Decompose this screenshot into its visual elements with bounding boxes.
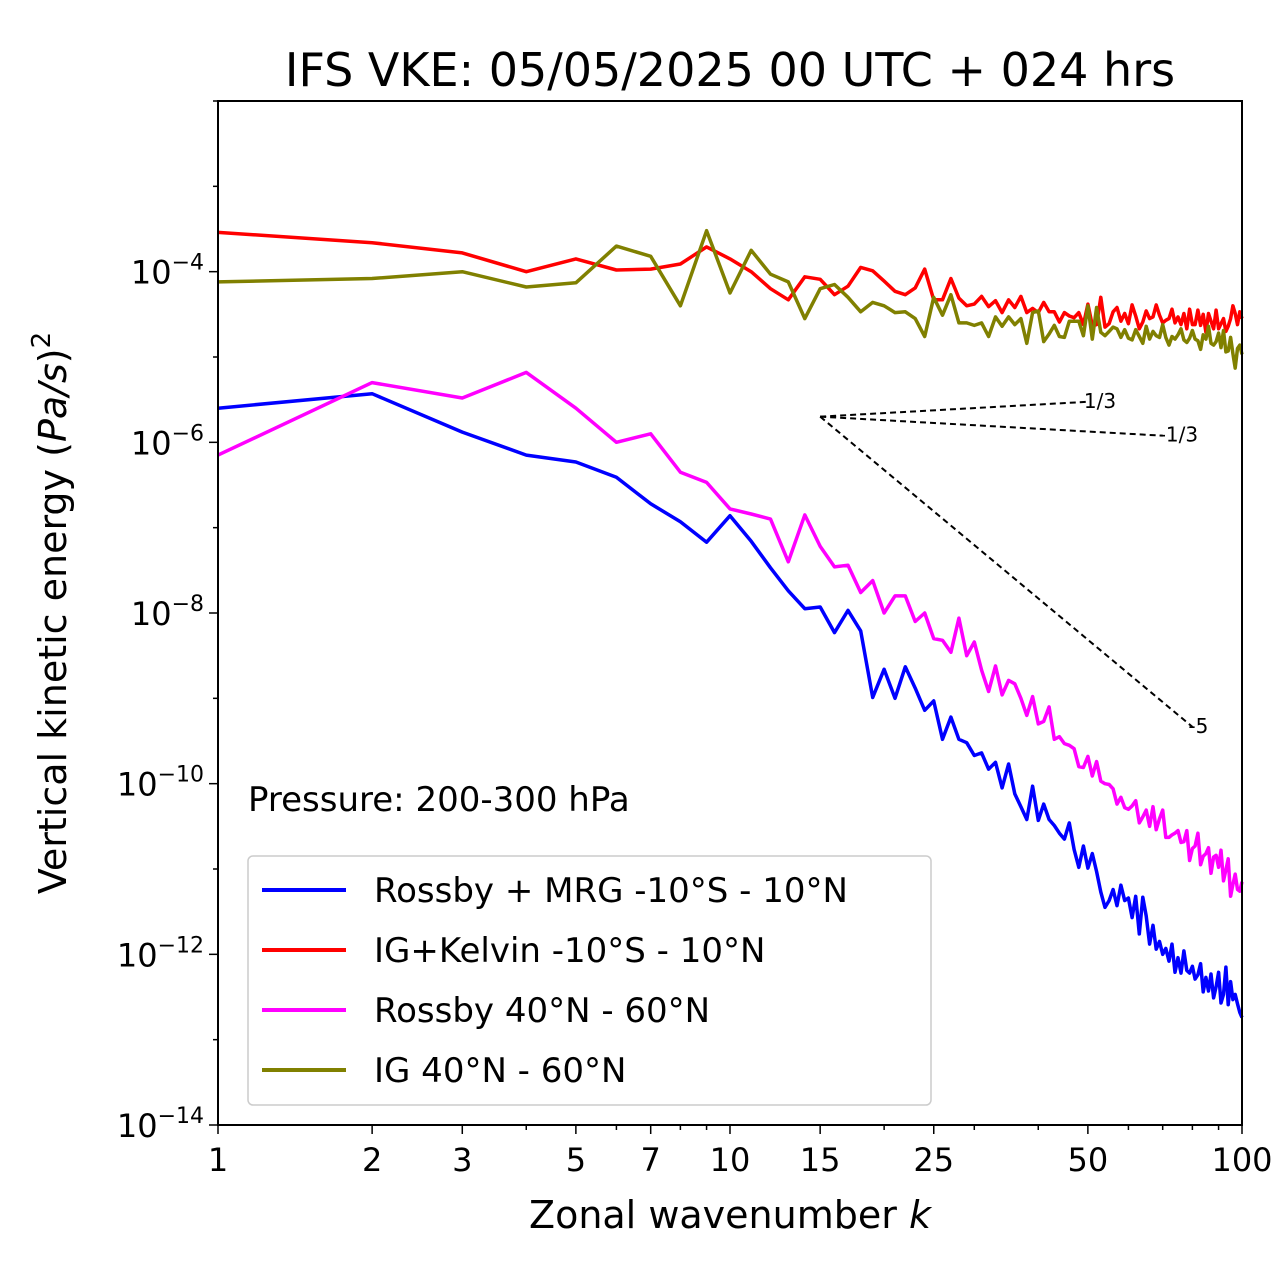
x-axis-label-text: Zonal wavenumber [529, 1193, 897, 1237]
x-tick-label: 10 [710, 1141, 751, 1179]
reference-line-label-0: 1/3 [1084, 389, 1116, 413]
y-tick-label: 10−6 [131, 421, 204, 462]
reference-line-2 [819, 415, 1194, 728]
y-axis-label-variable: Pa/s [31, 363, 75, 442]
y-tick-label: 10−10 [117, 763, 204, 804]
x-tick-label: 25 [913, 1141, 954, 1179]
x-tick-label: 3 [452, 1141, 472, 1179]
chart-title: IFS VKE: 05/05/2025 00 UTC + 024 hrs [285, 43, 1175, 97]
x-axis-label: Zonal wavenumber k [529, 1193, 933, 1237]
reference-line-label-1: -1/3 [1159, 423, 1198, 447]
x-tick-label: 1 [208, 1141, 228, 1179]
x-tick-label: 100 [1211, 1141, 1272, 1179]
reference-line-0 [820, 400, 1088, 418]
x-tick-label: 50 [1068, 1141, 1109, 1179]
x-tick-label: 5 [566, 1141, 586, 1179]
series-line-2 [217, 370, 1244, 899]
legend-box [247, 855, 932, 1106]
y-axis-label-exponent: 2 [27, 332, 57, 349]
y-axis-label-prefix: Vertical kinetic energy ( [31, 442, 75, 894]
x-axis-ticks: 1 2 3 5 7 10 15 25 50 100 [208, 1125, 1273, 1179]
y-tick-label: 10−8 [131, 592, 204, 633]
x-axis-label-variable: k [909, 1193, 933, 1237]
reference-line-1 [820, 415, 1163, 437]
series-line-3 [217, 228, 1244, 370]
legend-label-3: IG 40°N - 60°N [374, 1051, 626, 1091]
y-axis-label: Vertical kinetic energy (Pa/s)2 [27, 332, 75, 894]
y-tick-label: 10−4 [131, 251, 204, 292]
y-tick-label: 10−12 [117, 933, 204, 974]
reference-line-label-2: -5 [1188, 714, 1208, 738]
y-tick-label: 10−14 [117, 1104, 204, 1145]
reference-lines: 1/3 -1/3 -5 [819, 389, 1208, 738]
legend-label-2: Rossby 40°N - 60°N [374, 991, 710, 1031]
pressure-annotation: Pressure: 200-300 hPa [248, 780, 630, 820]
x-tick-label: 7 [641, 1141, 661, 1179]
x-tick-label: 2 [362, 1141, 382, 1179]
plot-lines [217, 228, 1244, 1019]
legend: Rossby + MRG -10°S - 10°N IG+Kelvin -10°S… [247, 855, 932, 1106]
y-axis-label-suffix: ) [31, 348, 75, 363]
series-line-0 [217, 391, 1244, 1019]
legend-label-1: IG+Kelvin -10°S - 10°N [374, 931, 765, 971]
legend-label-0: Rossby + MRG -10°S - 10°N [374, 871, 848, 911]
x-tick-label: 15 [800, 1141, 841, 1179]
y-axis-ticks: 10−14 10−12 10−10 10−8 10−6 10−4 [117, 100, 218, 1145]
